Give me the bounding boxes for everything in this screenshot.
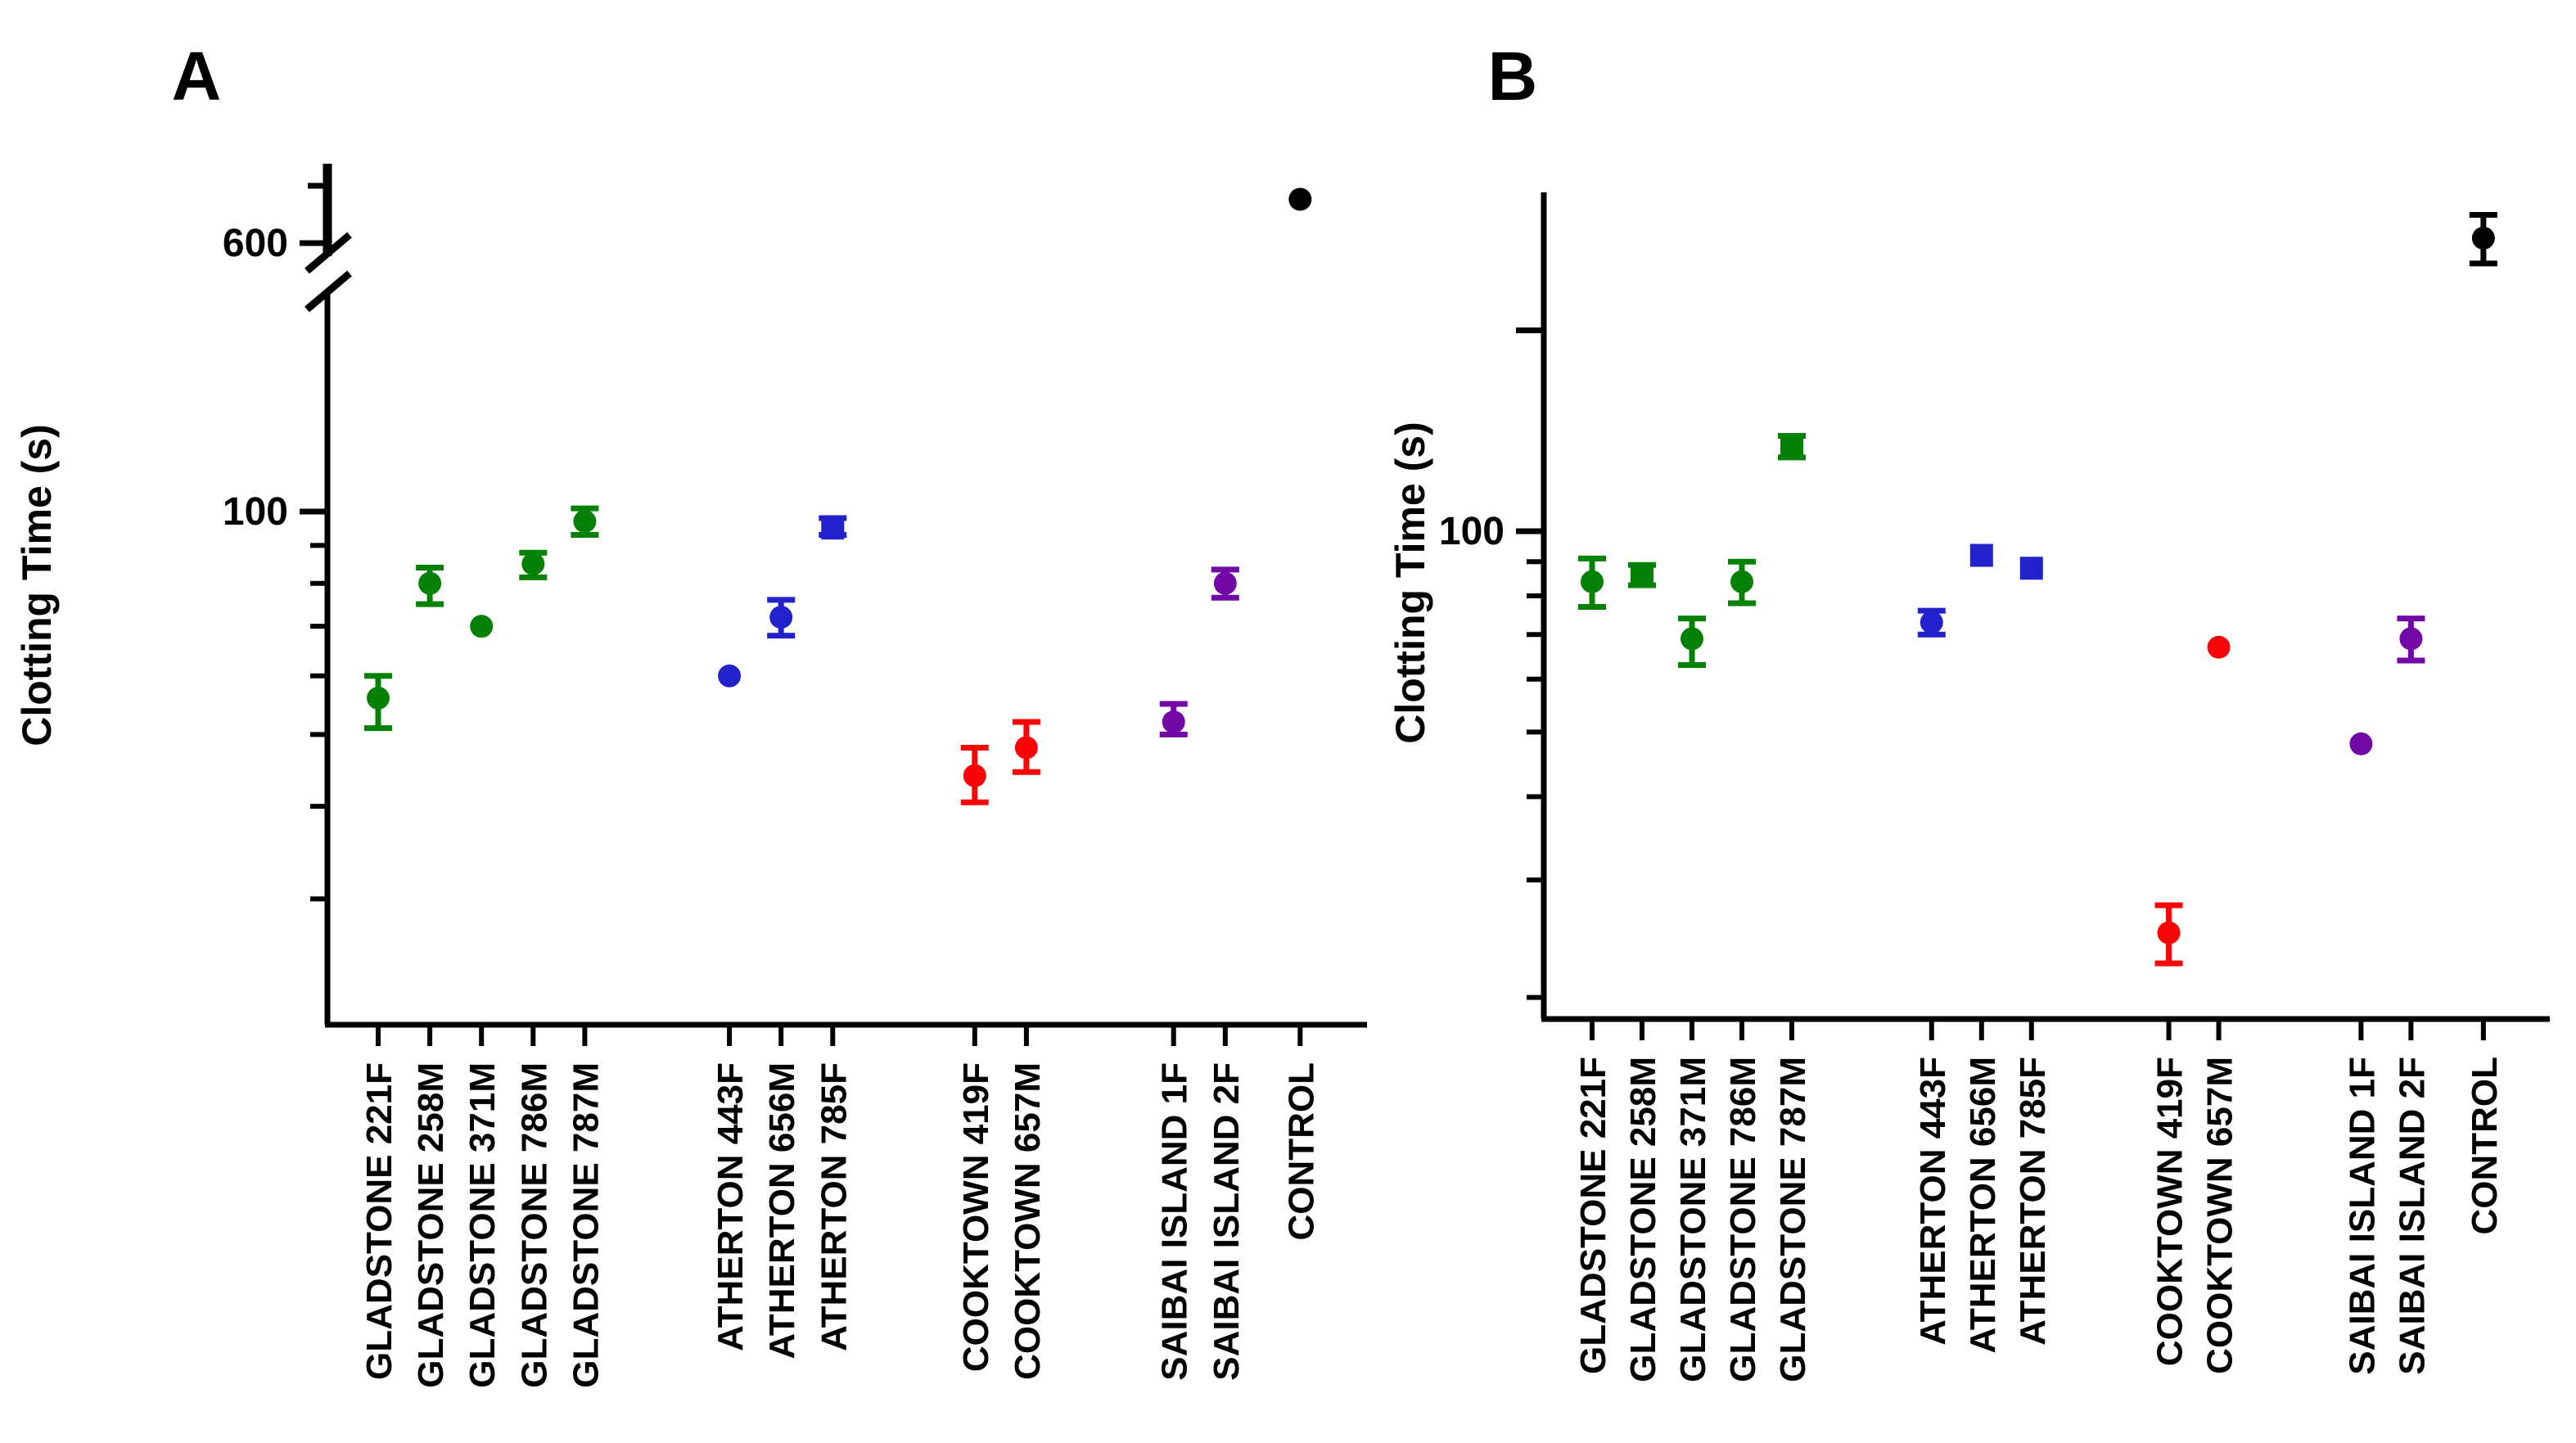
marker-circle-COOKTOWN-419F xyxy=(2157,921,2181,945)
y-tick-label-100: 100 xyxy=(223,490,288,534)
marker-square-GLADSTONE-787M xyxy=(1780,435,1803,458)
x-label-ATHERTON-785F: ATHERTON 785F xyxy=(2013,1057,2053,1346)
marker-circle-SAIBAI-ISLAND-1F xyxy=(1162,710,1185,734)
x-label-ATHERTON-443F: ATHERTON 443F xyxy=(711,1062,751,1351)
x-label-GLADSTONE-258M: GLADSTONE 258M xyxy=(411,1062,451,1388)
x-label-GLADSTONE-787M: GLADSTONE 787M xyxy=(1773,1057,1813,1382)
data-point-B-GLADSTONE-221F xyxy=(1578,555,1606,611)
data-point-B-ATHERTON-785F xyxy=(2019,557,2043,580)
y-tick-label-100: 100 xyxy=(1439,510,1505,553)
marker-circle-GLADSTONE-221F xyxy=(367,686,390,710)
x-label-GLADSTONE-786M: GLADSTONE 786M xyxy=(514,1062,554,1388)
marker-circle-ATHERTON-656M xyxy=(769,606,793,629)
marker-circle-SAIBAI-ISLAND-1F xyxy=(2349,732,2373,755)
data-point-A-SAIBAI-ISLAND-2F xyxy=(1211,566,1239,601)
marker-square-ATHERTON-656M xyxy=(1969,543,1993,567)
x-label-COOKTOWN-657M: COOKTOWN 657M xyxy=(2200,1057,2240,1374)
marker-square-ATHERTON-785F xyxy=(821,516,845,540)
data-point-A-GLADSTONE-787M xyxy=(571,505,599,539)
data-point-A-GLADSTONE-786M xyxy=(519,549,548,580)
marker-circle-GLADSTONE-786M xyxy=(521,552,545,575)
panel-A: A Clotting Time (s) 600 100 GLADSTONE 221F GL… xyxy=(14,38,1367,1388)
data-point-B-GLADSTONE-787M xyxy=(1778,432,1806,461)
x-label-SAIBAI-ISLAND-1F: SAIBAI ISLAND 1F xyxy=(1155,1062,1195,1381)
marker-circle-GLADSTONE-787M xyxy=(573,509,597,533)
panel-A-title: A xyxy=(172,38,222,115)
x-label-ATHERTON-656M: ATHERTON 656M xyxy=(762,1062,802,1360)
data-point-A-ATHERTON-443F xyxy=(718,664,742,688)
marker-circle-ATHERTON-443F xyxy=(718,664,742,688)
data-point-B-COOKTOWN-657M xyxy=(2207,635,2231,659)
marker-circle-COOKTOWN-657M xyxy=(1014,736,1038,760)
marker-square-ATHERTON-785F xyxy=(2019,557,2043,580)
x-label-SAIBAI-ISLAND-2F: SAIBAI ISLAND 2F xyxy=(2392,1057,2432,1375)
data-point-A-GLADSTONE-221F xyxy=(364,673,392,732)
x-label-COOKTOWN-419F: COOKTOWN 419F xyxy=(956,1062,996,1372)
marker-circle-GLADSTONE-371M xyxy=(470,615,494,638)
x-label-GLADSTONE-258M: GLADSTONE 258M xyxy=(1623,1057,1663,1382)
x-label-ATHERTON-785F: ATHERTON 785F xyxy=(814,1062,854,1351)
data-point-A-GLADSTONE-371M xyxy=(470,615,494,638)
data-point-B-SAIBAI-ISLAND-1F xyxy=(2349,732,2373,755)
data-point-B-ATHERTON-656M xyxy=(1969,543,1993,567)
x-label-SAIBAI-ISLAND-1F: SAIBAI ISLAND 1F xyxy=(2342,1057,2382,1375)
data-point-A-SAIBAI-ISLAND-1F xyxy=(1159,701,1188,737)
data-point-B-GLADSTONE-786M xyxy=(1728,558,1756,607)
axis-break-slash xyxy=(305,270,352,313)
x-label-ATHERTON-656M: ATHERTON 656M xyxy=(1963,1057,2003,1354)
marker-circle-CONTROL xyxy=(2471,226,2495,250)
x-label-GLADSTONE-221F: GLADSTONE 221F xyxy=(1573,1057,1613,1374)
marker-circle-GLADSTONE-371M xyxy=(1680,627,1703,651)
marker-circle-SAIBAI-ISLAND-2F xyxy=(1213,571,1237,595)
data-point-A-COOKTOWN-657M xyxy=(1012,719,1040,775)
data-point-A-COOKTOWN-419F xyxy=(960,744,989,805)
x-label-GLADSTONE-221F: GLADSTONE 221F xyxy=(359,1062,399,1380)
marker-circle-CONTROL xyxy=(1288,187,1312,211)
x-label-ATHERTON-443F: ATHERTON 443F xyxy=(1913,1057,1953,1346)
panel-B-y-axis-label: Clotting Time (s) xyxy=(1387,422,1433,744)
x-label-CONTROL: CONTROL xyxy=(1281,1062,1321,1241)
x-label-GLADSTONE-371M: GLADSTONE 371M xyxy=(462,1062,503,1388)
data-point-B-SAIBAI-ISLAND-2F xyxy=(2397,616,2425,664)
data-point-A-CONTROL xyxy=(1288,187,1312,211)
marker-circle-GLADSTONE-786M xyxy=(1730,570,1753,593)
data-point-B-COOKTOWN-419F xyxy=(2154,902,2183,967)
data-point-B-CONTROL xyxy=(2469,212,2497,267)
data-point-B-GLADSTONE-258M xyxy=(1628,561,1656,588)
x-label-GLADSTONE-371M: GLADSTONE 371M xyxy=(1673,1057,1713,1382)
panel-A-y-axis-label: Clotting Time (s) xyxy=(14,424,60,746)
marker-circle-COOKTOWN-657M xyxy=(2207,635,2231,659)
data-point-A-ATHERTON-785F xyxy=(819,515,847,540)
axis-break-slash xyxy=(305,232,352,274)
x-label-GLADSTONE-786M: GLADSTONE 786M xyxy=(1723,1057,1763,1382)
x-label-GLADSTONE-787M: GLADSTONE 787M xyxy=(566,1062,606,1388)
x-label-CONTROL: CONTROL xyxy=(2465,1057,2505,1235)
x-label-COOKTOWN-657M: COOKTOWN 657M xyxy=(1008,1062,1048,1380)
data-point-B-GLADSTONE-371M xyxy=(1678,616,1706,669)
marker-circle-SAIBAI-ISLAND-2F xyxy=(2399,627,2423,651)
marker-circle-GLADSTONE-258M xyxy=(418,571,442,595)
data-point-A-GLADSTONE-258M xyxy=(416,565,444,607)
x-label-SAIBAI-ISLAND-2F: SAIBAI ISLAND 2F xyxy=(1207,1062,1247,1381)
x-label-COOKTOWN-419F: COOKTOWN 419F xyxy=(2150,1057,2190,1366)
data-point-B-ATHERTON-443F xyxy=(1917,607,1946,638)
panel-B-title: B xyxy=(1488,38,1538,115)
data-point-A-ATHERTON-656M xyxy=(767,597,796,639)
marker-circle-ATHERTON-443F xyxy=(1920,611,1943,634)
marker-square-GLADSTONE-258M xyxy=(1631,563,1653,587)
y-tick-label-600: 600 xyxy=(223,222,288,265)
marker-circle-COOKTOWN-419F xyxy=(963,764,986,787)
marker-circle-GLADSTONE-221F xyxy=(1581,570,1604,593)
